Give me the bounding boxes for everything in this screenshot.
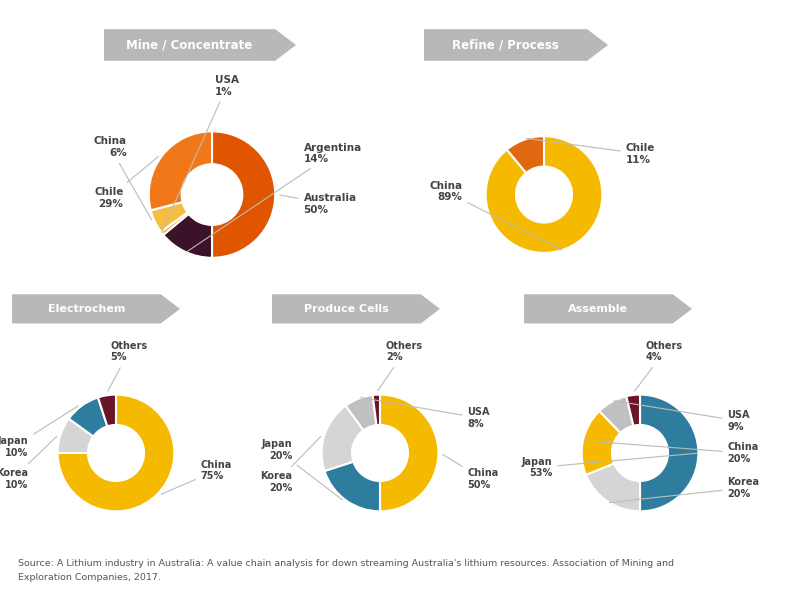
Polygon shape — [524, 294, 692, 323]
Text: Korea
10%: Korea 10% — [0, 437, 57, 490]
Wedge shape — [506, 136, 544, 173]
Text: China
89%: China 89% — [429, 181, 562, 250]
Text: Mine / Concentrate: Mine / Concentrate — [126, 38, 253, 52]
Text: Others
4%: Others 4% — [634, 341, 683, 391]
Text: Japan
10%: Japan 10% — [0, 406, 78, 458]
Wedge shape — [599, 396, 634, 433]
Text: Argentina
14%: Argentina 14% — [186, 143, 362, 252]
Wedge shape — [150, 202, 187, 232]
Text: Japan
53%: Japan 53% — [522, 453, 698, 478]
Wedge shape — [163, 214, 212, 258]
Polygon shape — [272, 294, 440, 323]
Text: USA
1%: USA 1% — [162, 75, 239, 232]
Wedge shape — [486, 136, 602, 253]
Text: Japan
20%: Japan 20% — [262, 439, 342, 500]
Text: Refine / Process: Refine / Process — [452, 38, 559, 52]
Polygon shape — [104, 29, 296, 61]
Polygon shape — [12, 294, 180, 323]
Wedge shape — [626, 395, 640, 426]
Wedge shape — [582, 411, 621, 475]
Text: Assemble: Assemble — [568, 304, 629, 314]
Wedge shape — [380, 395, 438, 511]
Wedge shape — [161, 212, 189, 235]
Text: China
75%: China 75% — [161, 460, 232, 494]
Wedge shape — [346, 395, 377, 430]
Polygon shape — [424, 29, 608, 61]
Wedge shape — [373, 395, 380, 425]
Text: USA
9%: USA 9% — [614, 401, 750, 432]
Text: Chile
29%: Chile 29% — [94, 156, 158, 209]
Wedge shape — [322, 406, 363, 471]
Wedge shape — [69, 398, 107, 437]
Wedge shape — [640, 395, 698, 511]
Text: Electrochem: Electrochem — [48, 304, 125, 314]
Wedge shape — [58, 395, 174, 511]
Text: China
50%: China 50% — [442, 454, 499, 490]
Wedge shape — [149, 131, 212, 210]
Text: Source: A Lithium industry in Australia: A value chain analysis for down streami: Source: A Lithium industry in Australia:… — [18, 559, 674, 582]
Wedge shape — [586, 463, 640, 511]
Text: USA
8%: USA 8% — [361, 398, 490, 429]
Wedge shape — [325, 461, 380, 511]
Text: China
6%: China 6% — [94, 136, 152, 220]
Text: China
20%: China 20% — [584, 441, 759, 464]
Wedge shape — [98, 395, 116, 426]
Wedge shape — [58, 419, 94, 453]
Text: Others
2%: Others 2% — [378, 341, 423, 391]
Text: Korea
20%: Korea 20% — [261, 437, 321, 493]
Text: Australia
50%: Australia 50% — [280, 193, 357, 215]
Text: Produce Cells: Produce Cells — [304, 304, 389, 314]
Text: Others
5%: Others 5% — [108, 341, 147, 391]
Wedge shape — [212, 131, 275, 258]
Text: Korea
20%: Korea 20% — [609, 477, 759, 503]
Text: Chile
11%: Chile 11% — [526, 139, 655, 165]
